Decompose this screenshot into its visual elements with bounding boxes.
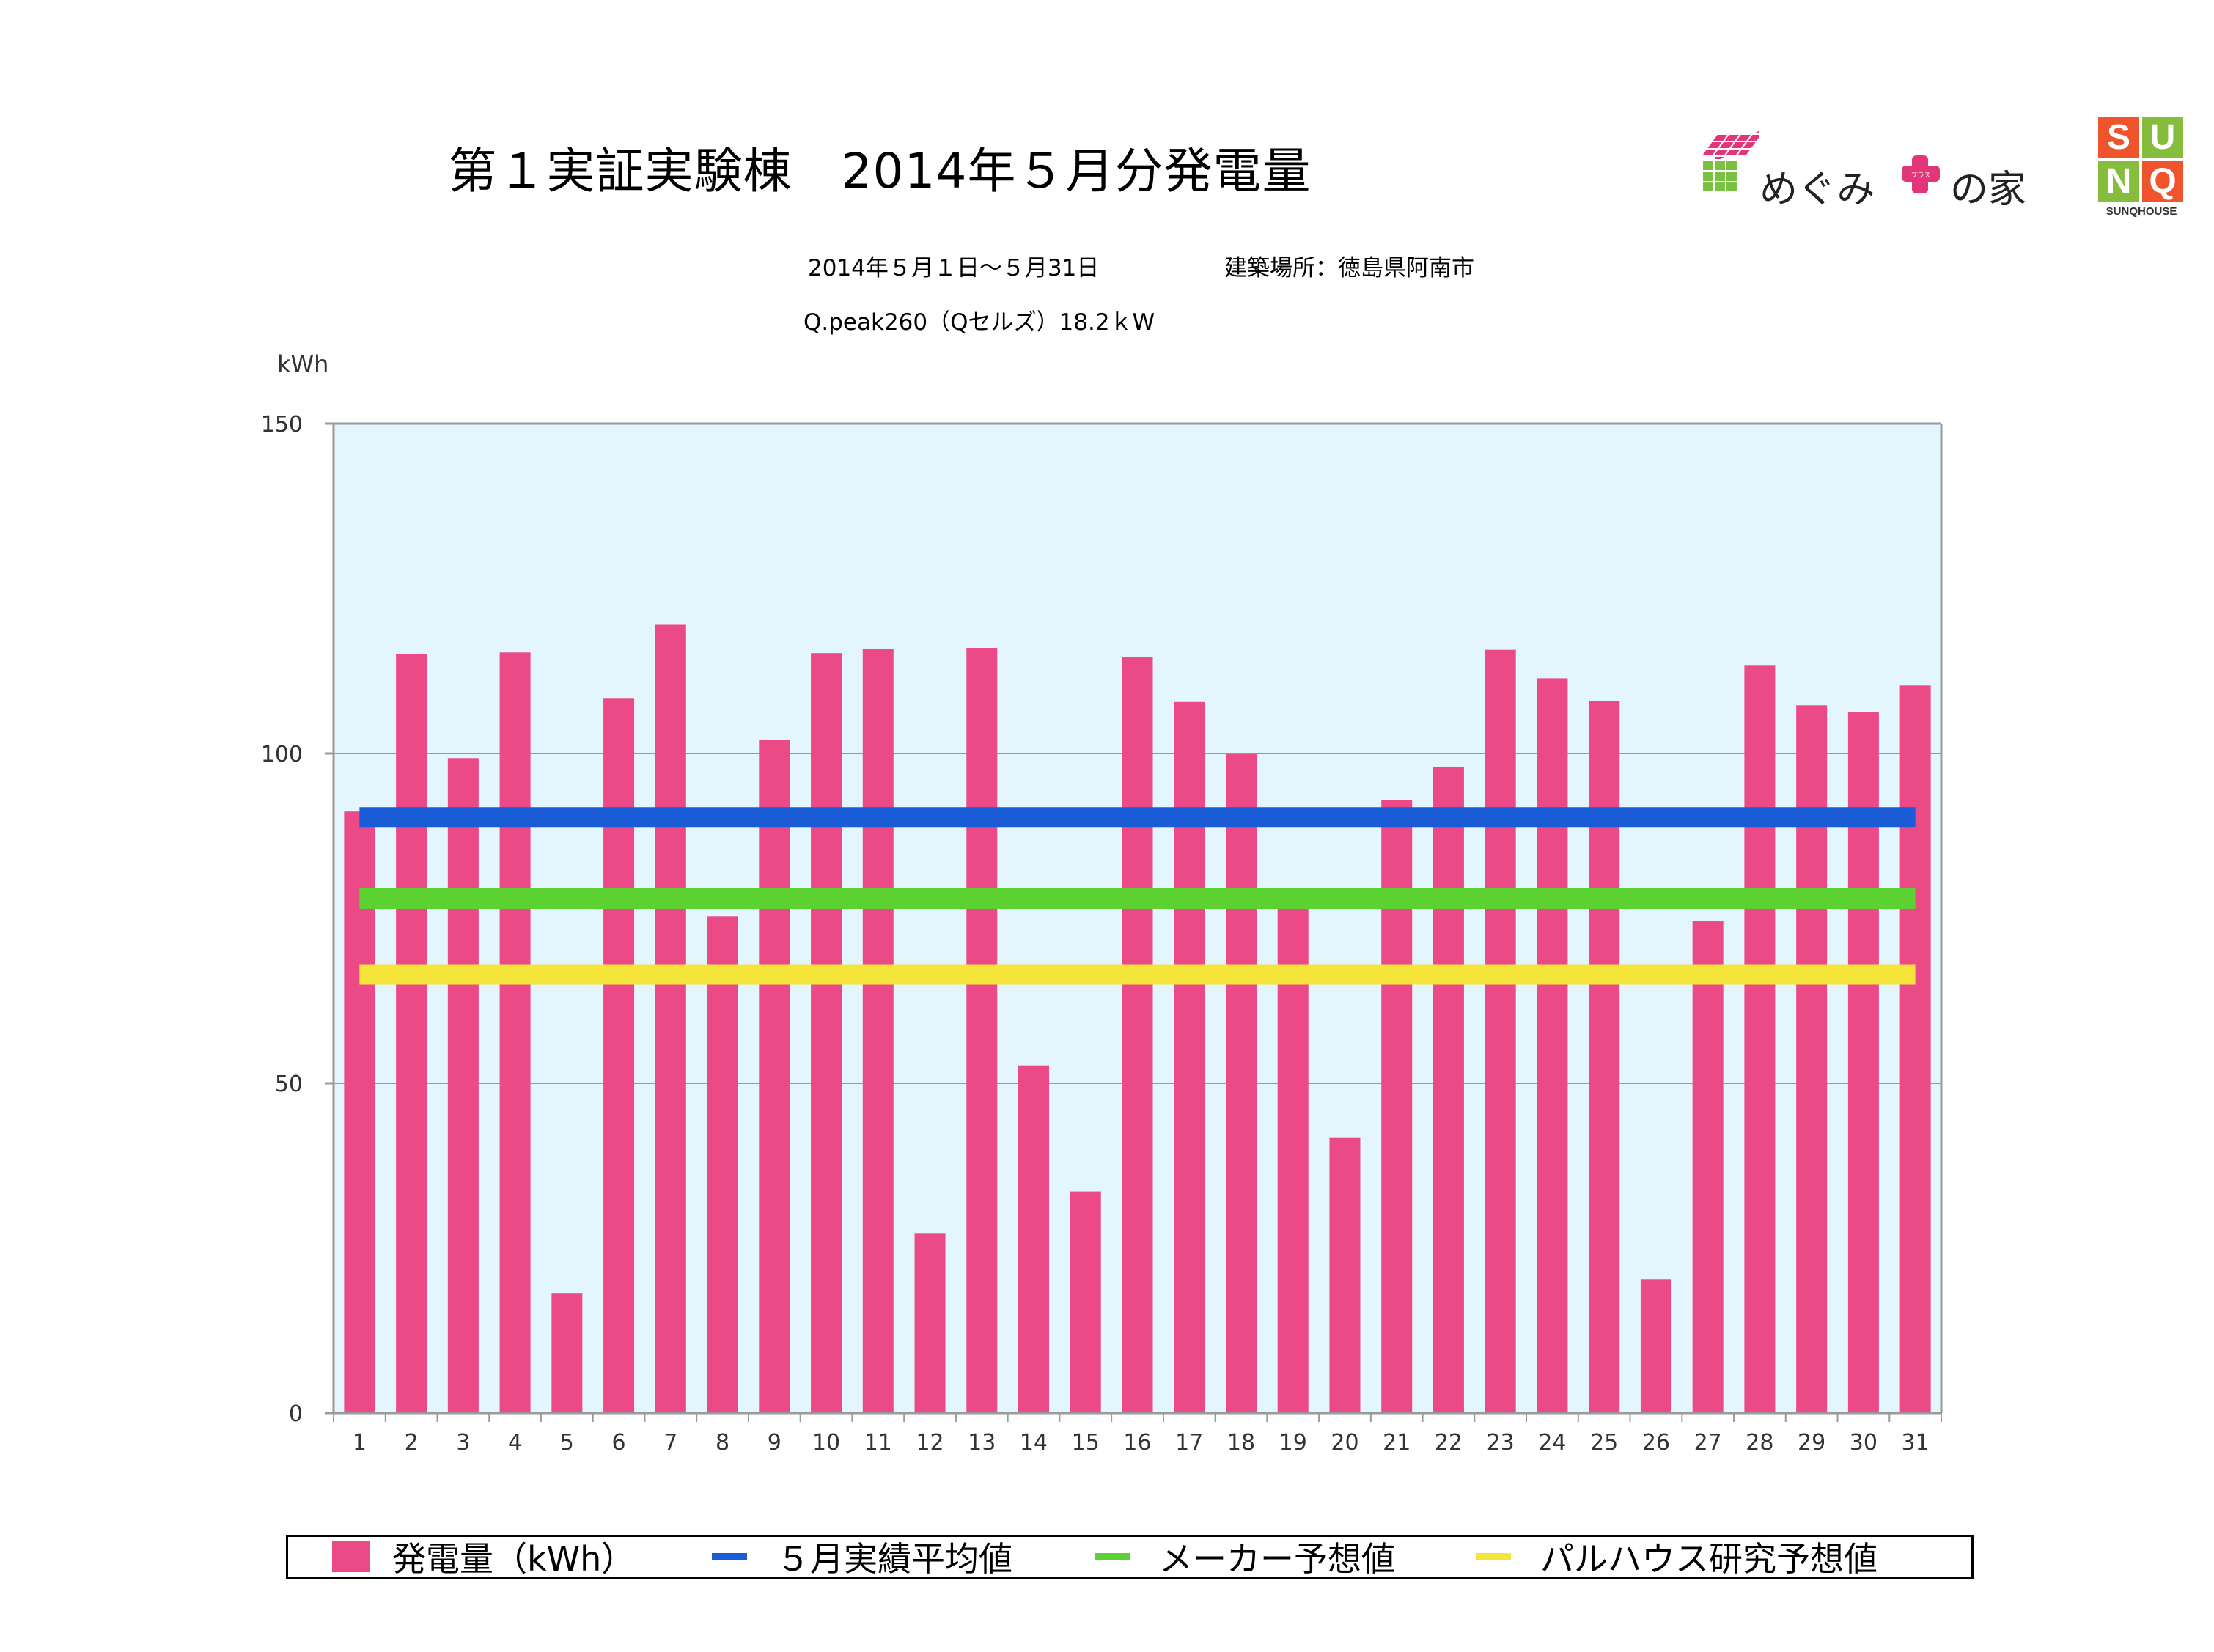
bar-day-15 bbox=[1070, 1191, 1101, 1413]
x-tick-label-16: 16 bbox=[1123, 1430, 1151, 1456]
megumi-text-b: の家 bbox=[1950, 168, 2027, 212]
legend-label-maker: メーカー予想値 bbox=[1159, 1539, 1395, 1579]
bar-day-14 bbox=[1018, 1065, 1050, 1413]
megumi-text-a: めぐみ bbox=[1759, 168, 1875, 212]
bar-day-31 bbox=[1899, 685, 1931, 1413]
x-tick-label-20: 20 bbox=[1331, 1430, 1358, 1456]
bar-day-18 bbox=[1225, 753, 1257, 1413]
system-text: Q.peak260（Qセルズ）18.2ｋW bbox=[803, 309, 1155, 336]
sunq-house-logo: S U N Q SUNQHOUSE bbox=[2098, 117, 2185, 220]
legend-item-palhouse: パルハウス研究予想値 bbox=[1476, 1537, 1878, 1579]
bar-day-22 bbox=[1433, 767, 1464, 1413]
bar-day-30 bbox=[1847, 712, 1879, 1413]
location-text: 建築場所：徳島県阿南市 bbox=[1224, 255, 1474, 281]
bar-day-20 bbox=[1329, 1137, 1361, 1413]
x-tick-label-24: 24 bbox=[1538, 1430, 1566, 1456]
chart-legend: 発電量（kWh） ５月実績平均値 メーカー予想値 パルハウス研究予想値 bbox=[286, 1535, 1974, 1579]
x-tick-label-15: 15 bbox=[1072, 1430, 1100, 1456]
bar-day-27 bbox=[1692, 921, 1724, 1413]
x-tick-label-17: 17 bbox=[1175, 1430, 1203, 1456]
x-tick-label-4: 4 bbox=[508, 1430, 522, 1456]
x-tick-label-27: 27 bbox=[1694, 1430, 1722, 1456]
y-tick-label-100: 100 bbox=[261, 742, 303, 767]
x-tick-label-1: 1 bbox=[353, 1430, 367, 1456]
x-tick-label-7: 7 bbox=[663, 1430, 677, 1456]
chart-title: 第１実証実験棟 2014年５月分発電量 bbox=[448, 143, 1312, 199]
x-tick-label-26: 26 bbox=[1642, 1430, 1670, 1456]
y-axis-label: kWh bbox=[277, 350, 328, 378]
bar-day-3 bbox=[447, 758, 479, 1413]
solar-house-icon bbox=[1701, 130, 1759, 193]
x-tick-label-25: 25 bbox=[1590, 1430, 1618, 1456]
bar-day-7 bbox=[655, 624, 686, 1413]
sunq-letter-n: N bbox=[2098, 161, 2139, 202]
legend-item-maker: メーカー予想値 bbox=[1095, 1537, 1395, 1579]
x-tick-label-8: 8 bbox=[716, 1430, 729, 1456]
bar-day-24 bbox=[1537, 678, 1568, 1413]
bar-day-11 bbox=[862, 649, 894, 1413]
reference-lines bbox=[359, 807, 1916, 985]
plus-label: プラス bbox=[1911, 172, 1931, 180]
legend-swatch-average bbox=[712, 1553, 747, 1560]
x-tick-label-11: 11 bbox=[864, 1430, 892, 1456]
axes bbox=[325, 422, 1943, 1422]
sunq-letter-q: Q bbox=[2142, 161, 2183, 202]
x-tick-label-19: 19 bbox=[1279, 1430, 1307, 1456]
plus-icon: プラス bbox=[1902, 155, 1940, 193]
legend-label-palhouse: パルハウス研究予想値 bbox=[1540, 1539, 1878, 1579]
bar-day-9 bbox=[759, 740, 790, 1413]
x-tick-label-9: 9 bbox=[768, 1430, 781, 1456]
bar-day-2 bbox=[396, 654, 427, 1413]
legend-swatch-maker bbox=[1095, 1553, 1130, 1560]
legend-swatch-generation bbox=[332, 1541, 370, 1572]
bar-day-19 bbox=[1277, 907, 1309, 1413]
period-text: 2014年５月１日〜５月31日 bbox=[808, 255, 1100, 281]
bar-day-28 bbox=[1744, 665, 1776, 1413]
y-tick-label-0: 0 bbox=[289, 1401, 303, 1427]
legend-label-average: ５月実績平均値 bbox=[776, 1539, 1012, 1579]
legend-item-average: ５月実績平均値 bbox=[712, 1537, 1012, 1579]
bar-day-16 bbox=[1122, 657, 1153, 1413]
legend-item-generation: 発電量（kWh） bbox=[332, 1537, 635, 1579]
x-tick-label-30: 30 bbox=[1850, 1430, 1878, 1456]
x-tick-label-5: 5 bbox=[560, 1430, 574, 1456]
x-tick-label-28: 28 bbox=[1746, 1430, 1773, 1456]
x-tick-label-12: 12 bbox=[916, 1430, 944, 1456]
x-tick-label-3: 3 bbox=[456, 1430, 470, 1456]
bar-day-1 bbox=[344, 811, 375, 1413]
bar-day-6 bbox=[603, 698, 635, 1413]
megumi-logo: めぐみ プラス の家 bbox=[1701, 130, 2038, 212]
y-tick-label-150: 150 bbox=[261, 412, 303, 438]
sunq-letter-s: S bbox=[2098, 117, 2139, 158]
y-tick-label-50: 50 bbox=[275, 1072, 303, 1097]
x-tick-label-22: 22 bbox=[1435, 1430, 1463, 1456]
x-tick-label-6: 6 bbox=[612, 1430, 626, 1456]
x-tick-label-14: 14 bbox=[1020, 1430, 1048, 1456]
x-tick-label-10: 10 bbox=[812, 1430, 840, 1456]
legend-swatch-palhouse bbox=[1476, 1553, 1511, 1560]
bar-day-13 bbox=[966, 648, 998, 1413]
bar-day-8 bbox=[707, 916, 738, 1413]
x-tick-label-13: 13 bbox=[968, 1430, 996, 1456]
bar-day-4 bbox=[499, 652, 531, 1413]
bar-day-12 bbox=[914, 1233, 946, 1413]
sunq-caption: SUNQHOUSE bbox=[2105, 205, 2177, 218]
bar-day-5 bbox=[551, 1293, 583, 1413]
x-tick-label-29: 29 bbox=[1798, 1430, 1825, 1456]
x-tick-label-2: 2 bbox=[405, 1430, 419, 1456]
bar-day-26 bbox=[1640, 1279, 1671, 1413]
bar-day-10 bbox=[811, 653, 842, 1414]
x-tick-label-31: 31 bbox=[1902, 1430, 1930, 1456]
y-tick-labels: 0 50 100 150 bbox=[261, 412, 303, 1427]
x-tick-labels: 1 2 3 4 5 6 7 8 9 10 11 12 13 14 15 16 17 18 19 20 21 22 23 24 2… bbox=[353, 1430, 1930, 1456]
x-tick-label-18: 18 bbox=[1227, 1430, 1255, 1456]
x-tick-label-21: 21 bbox=[1383, 1430, 1411, 1456]
bar-day-23 bbox=[1485, 649, 1516, 1414]
legend-label-generation: 発電量（kWh） bbox=[392, 1539, 636, 1579]
x-tick-label-23: 23 bbox=[1487, 1430, 1515, 1456]
sunq-letter-u: U bbox=[2142, 117, 2183, 158]
